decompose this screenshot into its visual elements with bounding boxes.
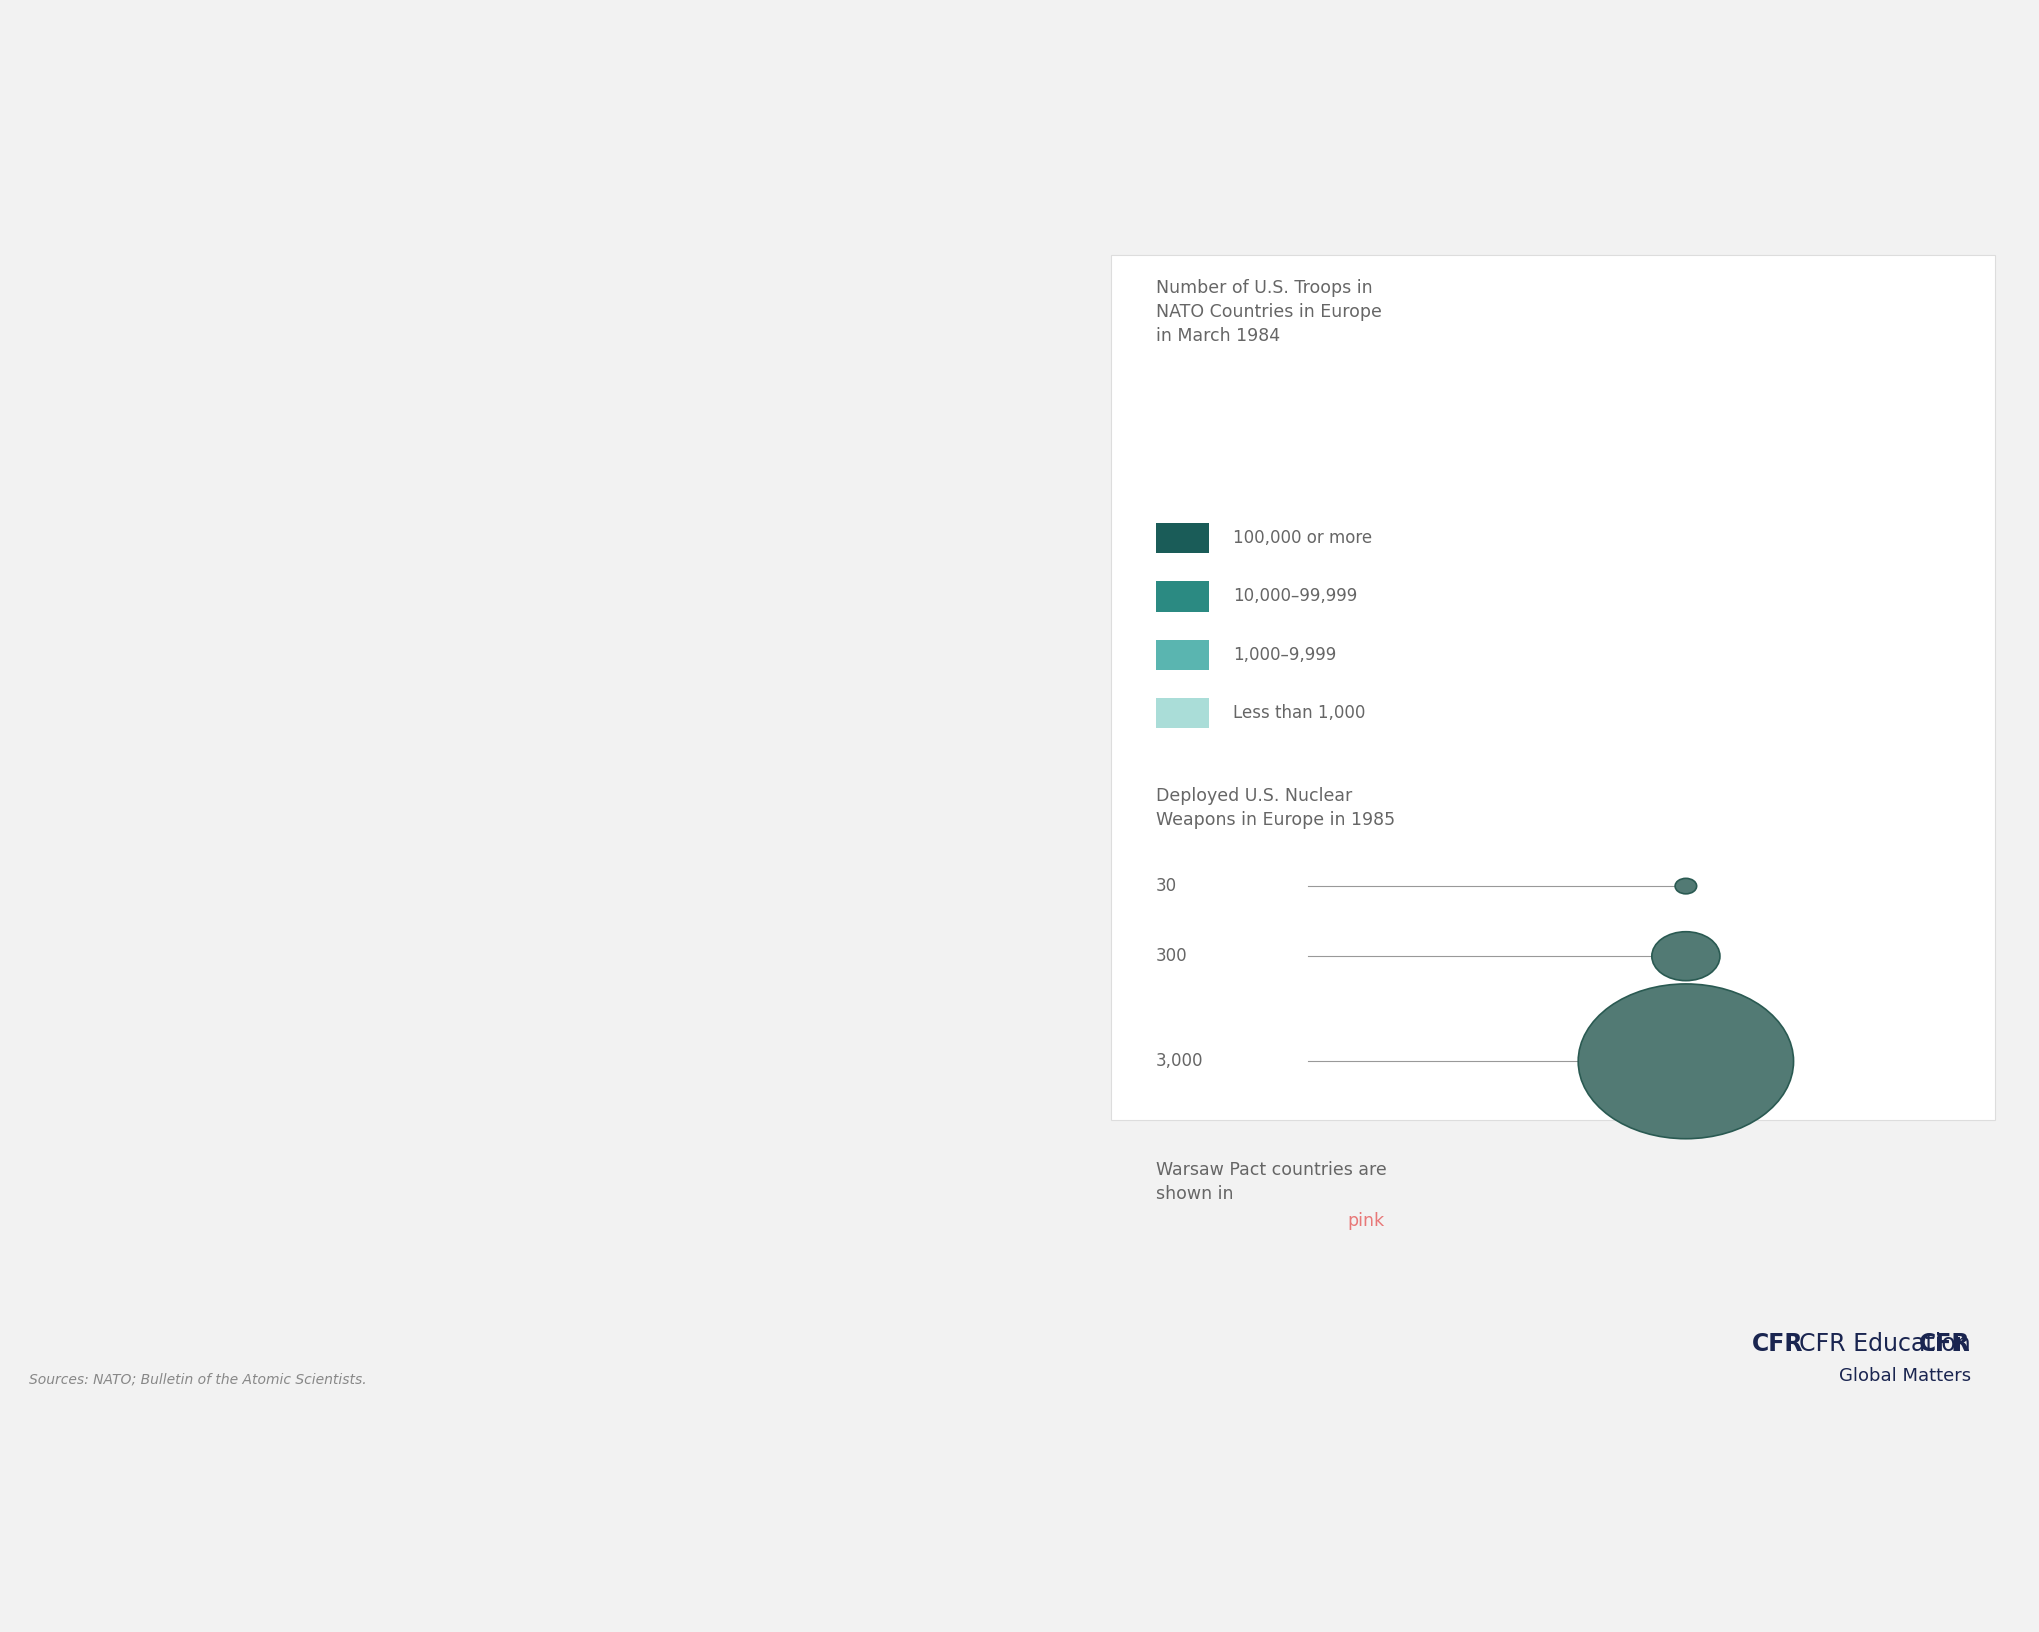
Text: Number of U.S. Troops in
NATO Countries in Europe
in March 1984: Number of U.S. Troops in NATO Countries …: [1156, 279, 1380, 346]
Text: Global Matters: Global Matters: [1837, 1368, 1970, 1386]
Text: CFR: CFR: [1919, 1332, 1970, 1356]
Text: 10,000–99,999: 10,000–99,999: [1234, 588, 1356, 605]
FancyBboxPatch shape: [1156, 522, 1209, 553]
FancyBboxPatch shape: [1156, 640, 1209, 671]
FancyBboxPatch shape: [1156, 698, 1209, 728]
Text: 300: 300: [1156, 947, 1187, 965]
Text: Less than 1,000: Less than 1,000: [1234, 703, 1364, 723]
Text: pink: pink: [1346, 1213, 1384, 1231]
Text: 100,000 or more: 100,000 or more: [1234, 529, 1372, 547]
Text: Deployed U.S. Nuclear
Weapons in Europe in 1985: Deployed U.S. Nuclear Weapons in Europe …: [1156, 787, 1395, 829]
Text: CFR: CFR: [1752, 1332, 1802, 1356]
Text: Sources: NATO; Bulletin of the Atomic Scientists.: Sources: NATO; Bulletin of the Atomic Sc…: [29, 1373, 365, 1386]
Text: 3,000: 3,000: [1156, 1053, 1203, 1071]
Ellipse shape: [1674, 878, 1696, 894]
FancyBboxPatch shape: [1156, 581, 1209, 612]
Ellipse shape: [1652, 932, 1719, 981]
Text: Warsaw Pact countries are
shown in: Warsaw Pact countries are shown in: [1156, 1160, 1387, 1203]
Text: CFR Education: CFR Education: [1798, 1332, 1970, 1356]
Ellipse shape: [1578, 984, 1792, 1139]
Text: 30: 30: [1156, 876, 1177, 894]
Text: 1,000–9,999: 1,000–9,999: [1234, 646, 1336, 664]
FancyBboxPatch shape: [1111, 255, 1994, 1120]
